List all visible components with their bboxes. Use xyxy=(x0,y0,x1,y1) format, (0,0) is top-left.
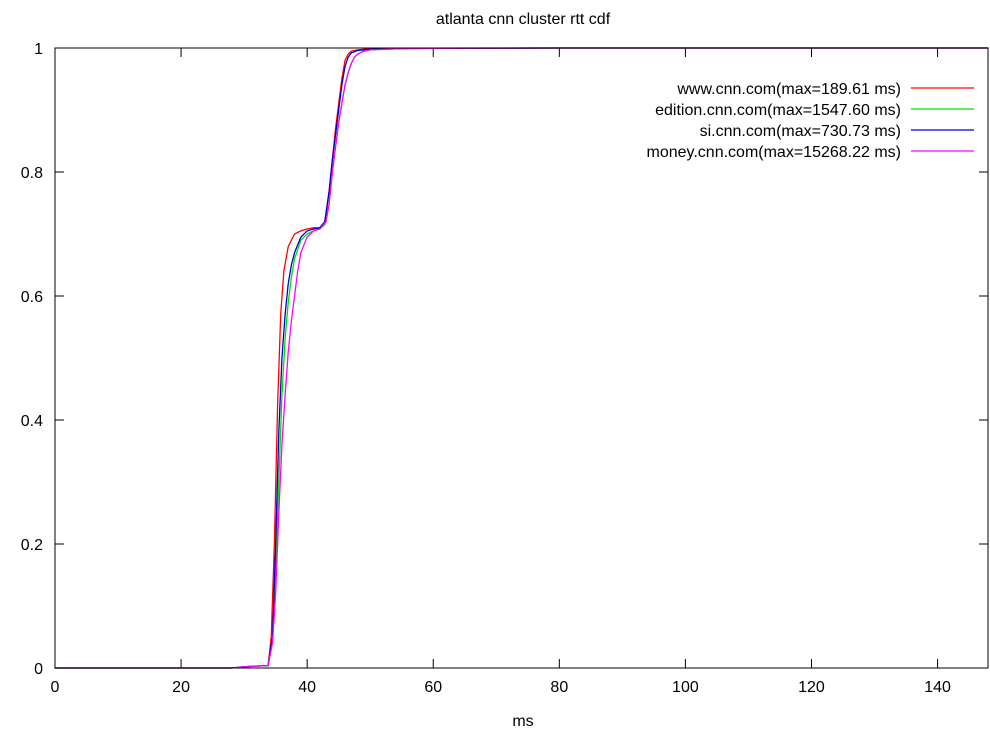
x-tick-label: 80 xyxy=(550,679,568,696)
y-tick-label: 1 xyxy=(34,41,43,58)
legend-entry-label: money.cnn.com(max=15268.22 ms) xyxy=(647,144,901,161)
x-tick-label: 40 xyxy=(298,679,316,696)
y-tick-label: 0.6 xyxy=(21,289,43,306)
series-lines xyxy=(55,47,988,669)
legend-entry-label: www.cnn.com(max=189.61 ms) xyxy=(676,81,901,98)
x-tick-label: 0 xyxy=(51,679,60,696)
chart-title: atlanta cnn cluster rtt cdf xyxy=(436,11,611,28)
x-tick-label: 140 xyxy=(924,679,951,696)
series-line-4 xyxy=(55,47,988,669)
x-tick-label: 120 xyxy=(798,679,825,696)
x-axis-label: ms xyxy=(512,713,533,730)
y-tick-label: 0.4 xyxy=(21,413,43,430)
legend: www.cnn.com(max=189.61 ms) edition.cnn.co… xyxy=(647,81,974,161)
legend-entry-label: si.cnn.com(max=730.73 ms) xyxy=(700,123,901,140)
x-tick-label: 100 xyxy=(672,679,699,696)
plot-frame xyxy=(54,47,989,669)
series-line-3 xyxy=(55,47,988,669)
y-axis-ticks: 0 0.2 0.4 0.6 0.8 1 xyxy=(21,41,988,678)
x-tick-label: 60 xyxy=(424,679,442,696)
y-tick-label: 0.2 xyxy=(21,537,43,554)
legend-entry-label: edition.cnn.com(max=1547.60 ms) xyxy=(655,102,901,119)
y-tick-label: 0.8 xyxy=(21,165,43,182)
y-tick-label: 0 xyxy=(34,661,43,678)
x-tick-label: 20 xyxy=(172,679,190,696)
